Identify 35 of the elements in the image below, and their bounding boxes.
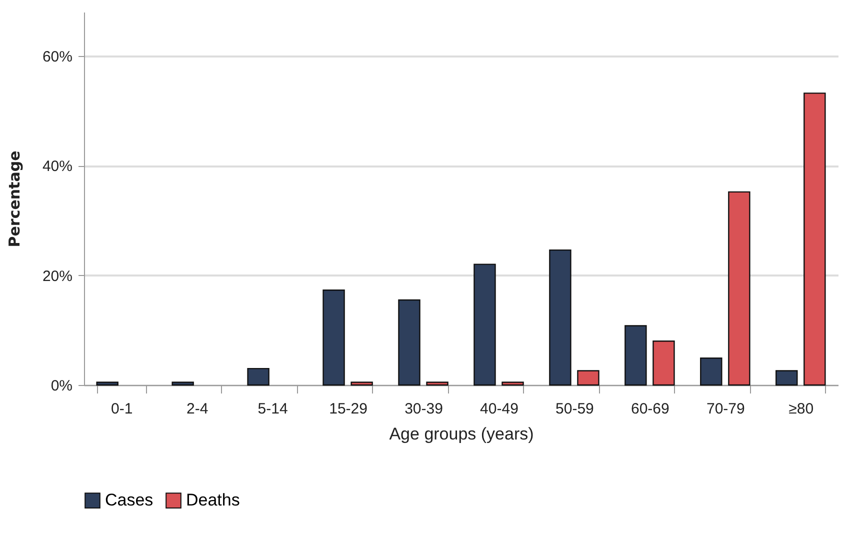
bar [398, 299, 420, 386]
x-tick-label: 70-79 [706, 400, 745, 418]
bar [474, 264, 496, 386]
bar [776, 370, 798, 386]
bar [804, 92, 826, 386]
y-tick-label: 60% [42, 48, 72, 66]
bar [577, 370, 600, 386]
bar [247, 368, 270, 386]
legend-label: Deaths [186, 490, 240, 510]
x-tick-label: 60-69 [631, 400, 670, 418]
x-tick-label: 30-39 [404, 400, 443, 418]
y-tick-label: 40% [42, 158, 72, 176]
bar [96, 382, 118, 386]
y-axis-title: Percentage [5, 150, 24, 248]
bar [502, 382, 524, 386]
bar [700, 358, 722, 386]
bar [350, 382, 373, 386]
y-tick-label: 20% [42, 268, 72, 285]
bar [172, 382, 194, 386]
x-tick-label: 50-59 [556, 400, 594, 418]
bar [652, 340, 675, 386]
legend-label: Cases [105, 490, 154, 510]
x-tick-label: 5-14 [258, 400, 288, 418]
x-axis-title: Age groups (years) [389, 424, 534, 444]
x-tick-label: 40-49 [480, 400, 518, 418]
bar [549, 249, 572, 386]
x-tick-label: 15-29 [329, 400, 368, 418]
x-tick-label: ≥80 [788, 400, 814, 418]
bar [322, 290, 345, 386]
x-tick-label: 0-1 [111, 400, 133, 418]
y-tick-label: 0% [50, 378, 72, 394]
bar [624, 325, 647, 386]
bar [728, 191, 750, 386]
bar [426, 382, 448, 386]
x-tick-label: 2-4 [186, 400, 208, 418]
